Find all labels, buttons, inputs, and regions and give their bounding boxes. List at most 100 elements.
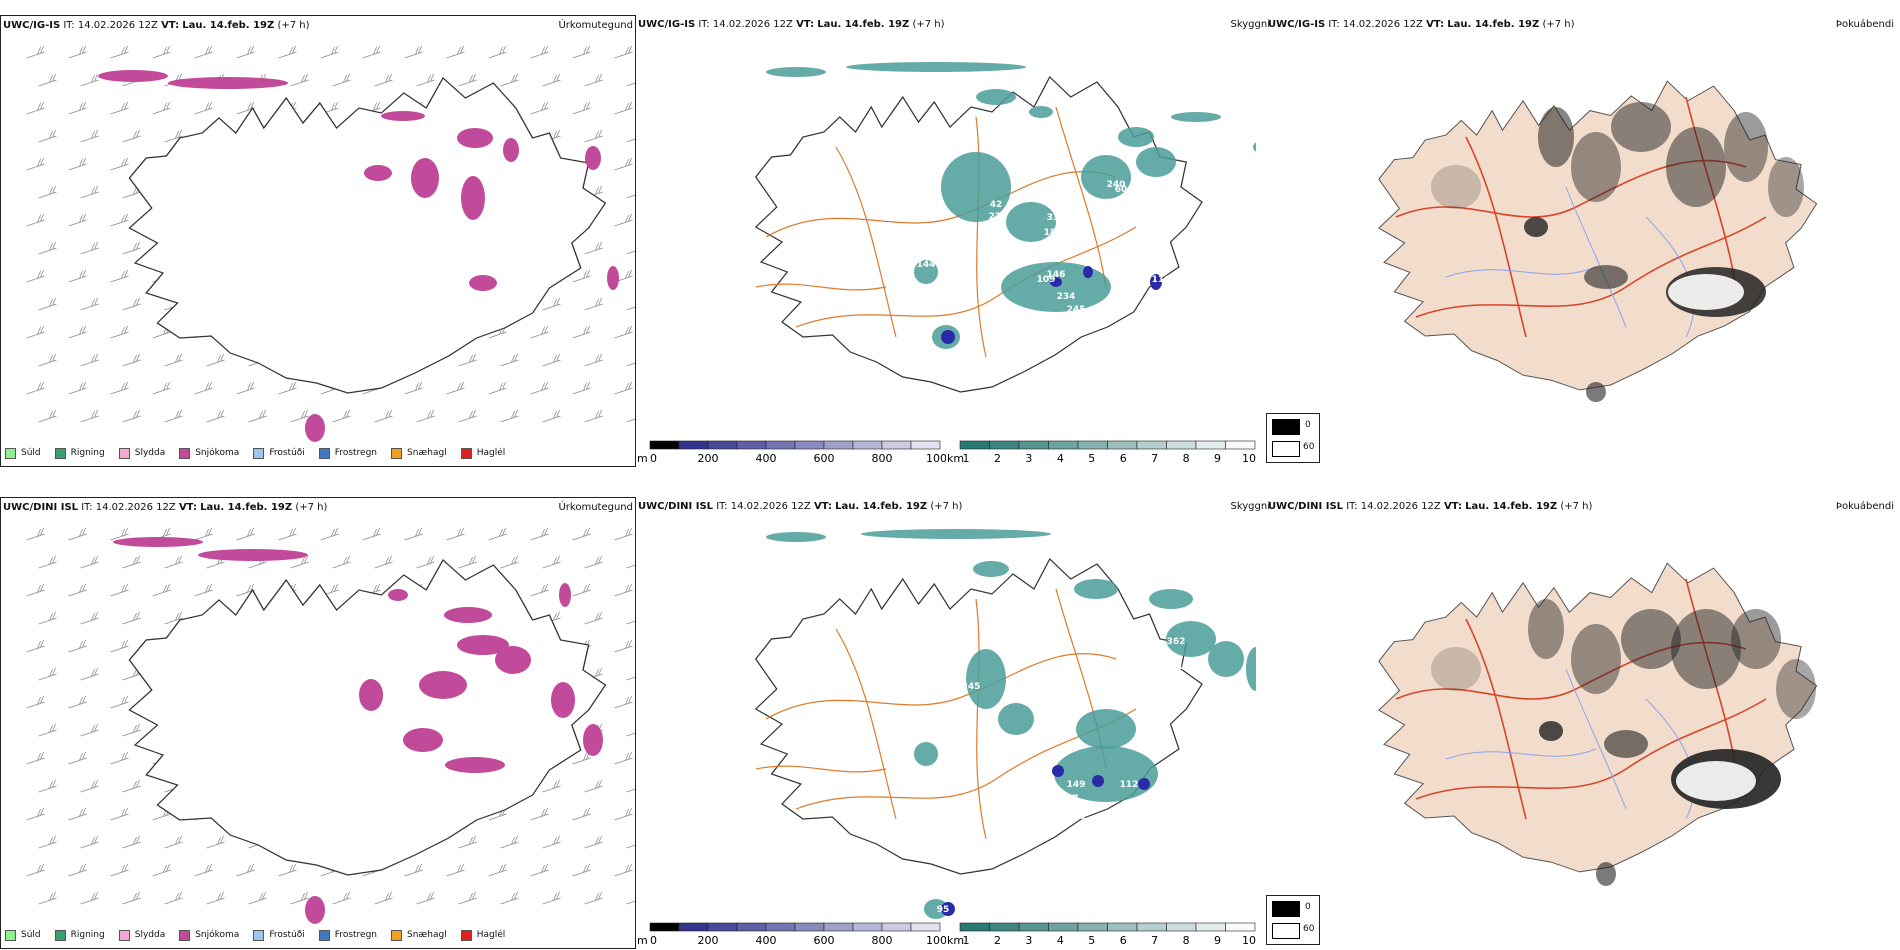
legend-swatch [118, 929, 130, 941]
wind-barb [26, 325, 45, 339]
wind-barb [206, 891, 225, 905]
fog-panel-1: UWC/IG-IS IT: 14.02.2026 12Z VT: Lau. 14… [1266, 15, 1900, 467]
wind-barb [542, 835, 561, 849]
precip-map [26, 45, 635, 442]
wind-barb [446, 381, 465, 395]
wind-barb [26, 639, 45, 653]
wind-barb [164, 409, 183, 423]
visibility-value: 362 [1167, 637, 1186, 647]
colorbar-tick: 600 [814, 934, 835, 947]
wind-barb [194, 527, 213, 541]
legend-swatch [5, 929, 16, 941]
wind-barb [194, 863, 213, 877]
low-visibility-area [966, 649, 1006, 709]
wind-barb [26, 751, 45, 765]
low-visibility-area [1074, 579, 1118, 599]
legend-swatch [460, 929, 472, 941]
wind-barb [500, 891, 519, 905]
wind-barb [194, 583, 213, 597]
it-value: 14.02.2026 12Z [1342, 19, 1423, 30]
legend-swatch [54, 447, 66, 459]
colorbar-ceiling: m0 200 400 600 800 1000 [637, 922, 946, 947]
visibility-value: 234 [1057, 292, 1076, 302]
visibility-value: 245 [1067, 305, 1086, 315]
low-visibility-area [1029, 106, 1053, 118]
wind-barb [488, 527, 507, 541]
colorbar-tick: 8 [1183, 452, 1190, 465]
wind-barb [584, 779, 603, 793]
low-visibility-area [1208, 641, 1244, 677]
wind-barb [122, 723, 141, 737]
wind-barb [626, 138, 635, 143]
wind-barb [110, 583, 129, 597]
visibility-value: 182 [1147, 250, 1166, 260]
vt-value: Lau. 14.feb. 19Z [817, 19, 910, 30]
wind-barb [362, 45, 381, 59]
colorbar-cell [1136, 922, 1167, 932]
legend-label: Frostúði [269, 448, 305, 458]
wind-barb [194, 101, 213, 115]
wind-barb [614, 157, 633, 171]
wind-barb [122, 297, 141, 311]
wind-barb [542, 409, 561, 423]
wind-barb [626, 250, 635, 255]
wind-barb [572, 101, 591, 115]
snow-area [495, 646, 531, 674]
wind-barb [584, 611, 603, 625]
wind-barb [542, 779, 561, 793]
river [1565, 186, 1627, 328]
wind-barb [38, 779, 57, 793]
colorbar-cell [707, 922, 738, 932]
wind-barb [164, 555, 183, 569]
fog-key-label: 60 [1303, 442, 1315, 452]
wind-barb [584, 297, 603, 311]
legend-item: Rigning [54, 929, 105, 941]
wind-barb [374, 555, 393, 569]
wind-barb [626, 620, 635, 625]
wind-barb [122, 835, 141, 849]
legend-swatch [318, 447, 330, 459]
low-ceiling-area [1138, 778, 1150, 790]
colorbar-tick: 8 [1183, 934, 1190, 947]
colorbar-visibility: km1 2 3 4 5 6 7 8 9 10 [947, 922, 1256, 947]
legend-swatch [118, 447, 130, 459]
low-ceiling-area [1052, 765, 1064, 777]
wind-barb [530, 381, 549, 395]
low-visibility-area [1136, 147, 1176, 177]
low-visibility-area [914, 742, 938, 766]
lead-time: (+7 h) [912, 19, 945, 30]
wind-barb [614, 639, 633, 653]
wind-barb [38, 353, 57, 367]
low-ceiling-area [1150, 274, 1162, 290]
visibility-value: 60 [1115, 185, 1128, 195]
wind-barb [542, 297, 561, 311]
fog-key-swatch-dark [1272, 901, 1300, 917]
legend-item: Rigning [54, 447, 105, 459]
fog-map [1378, 80, 1818, 402]
wind-barb [38, 129, 57, 143]
legend-swatch [54, 929, 66, 941]
fog-area [1524, 217, 1548, 237]
wind-barb [122, 779, 141, 793]
fog-area [1571, 132, 1621, 202]
colorbar-tick: 3 [1025, 452, 1032, 465]
colorbar-cell [736, 440, 767, 450]
fog-area [1621, 609, 1681, 669]
wind-barb [80, 779, 99, 793]
low-visibility-area [1149, 589, 1193, 609]
legend-label: Haglél [476, 930, 506, 940]
header: UWC/IG-IS IT: 14.02.2026 12Z VT: Lau. 14… [638, 19, 1270, 33]
wind-barb [80, 835, 99, 849]
snow-area [503, 138, 519, 162]
wind-barb [68, 639, 87, 653]
wind-barb [110, 639, 129, 653]
fog-area [1604, 730, 1648, 758]
wind-barb [458, 73, 477, 87]
wind-barb [626, 676, 635, 681]
model-name: UWC/IG-IS [638, 19, 696, 30]
fog-area [1538, 107, 1574, 167]
wind-barb [584, 129, 603, 143]
wind-barb [110, 527, 129, 541]
wind-barb [68, 101, 87, 115]
visibility-value: 277 [989, 212, 1008, 222]
